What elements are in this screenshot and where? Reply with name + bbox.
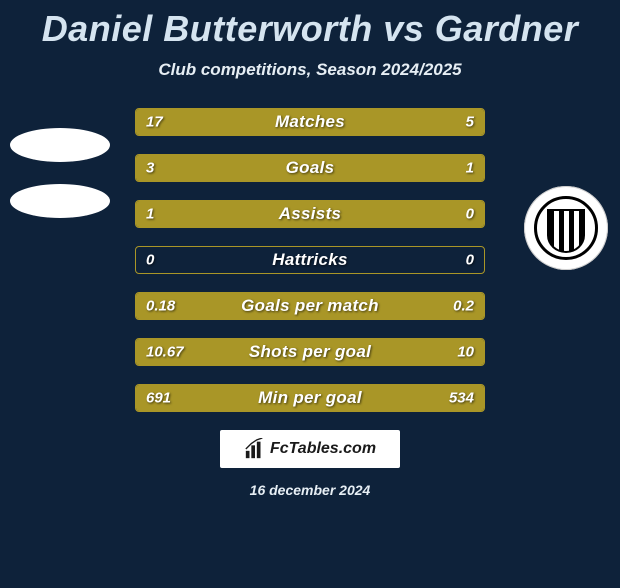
stat-label: Goals [136,158,484,178]
stat-row: 00Hattricks [135,246,485,274]
bars-icon [244,438,266,460]
date-label: 16 december 2024 [0,482,620,498]
stat-label: Min per goal [136,388,484,408]
page-title: Daniel Butterworth vs Gardner [0,8,620,50]
comparison-chart: 175Matches 31Goals 10Assists 00Hattricks 0.1… [135,108,485,412]
left-player-badges [10,128,110,240]
stat-row: 0.180.2Goals per match [135,292,485,320]
stat-label: Matches [136,112,484,132]
crest-ring [534,196,598,260]
stat-row: 10Assists [135,200,485,228]
stat-row: 10.6710Shots per goal [135,338,485,366]
subtitle: Club competitions, Season 2024/2025 [0,60,620,80]
stat-row: 31Goals [135,154,485,182]
footer-logo: FcTables.com [220,430,400,468]
footer-logo-text: FcTables.com [270,440,376,458]
crest-shield-icon [547,209,585,253]
stat-label: Hattricks [136,250,484,270]
stat-row: 175Matches [135,108,485,136]
right-club-crest [524,186,608,270]
stat-label: Goals per match [136,296,484,316]
stat-label: Assists [136,204,484,224]
stat-label: Shots per goal [136,342,484,362]
stat-row: 691534Min per goal [135,384,485,412]
player-badge-placeholder [10,128,110,162]
player-badge-placeholder [10,184,110,218]
